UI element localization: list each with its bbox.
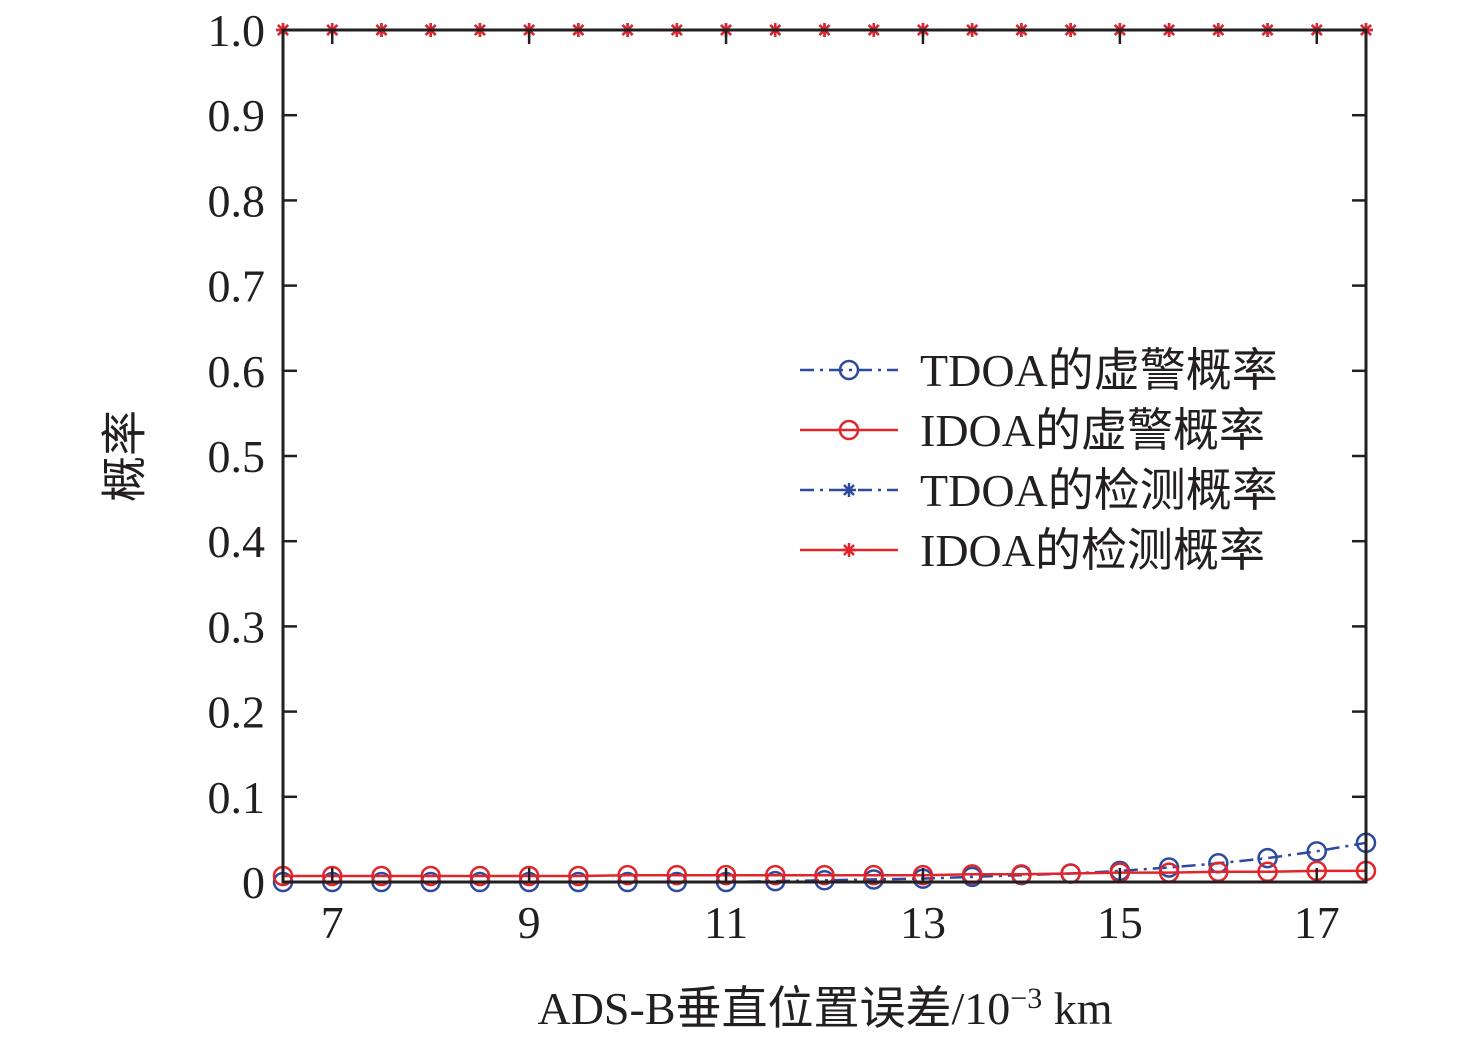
series-layer <box>272 23 1377 893</box>
y-tick-label: 0.5 <box>208 431 266 482</box>
y-tick-label: 0.2 <box>208 687 266 738</box>
data-point <box>1158 857 1180 878</box>
y-tick-label: 0.8 <box>208 175 266 226</box>
data-point <box>371 865 392 887</box>
data-point <box>420 865 441 887</box>
legend-item: TDOA的虚警概率 <box>800 345 1278 396</box>
x-axis-title-exponent: −3 <box>1010 982 1042 1015</box>
legend-label: IDOA的虚警概率 <box>920 405 1265 456</box>
y-axis-title: 概率 <box>100 410 151 502</box>
data-point <box>469 865 491 887</box>
data-point <box>617 864 638 886</box>
data-point <box>814 864 835 886</box>
legend: TDOA的虚警概率 IDOA的虚警概率 TDOA的检测概率 IDOA的检测概率 <box>800 345 1278 576</box>
data-point <box>912 864 934 886</box>
legend-item: IDOA的虚警概率 <box>800 405 1265 456</box>
x-tick-label: 15 <box>1097 897 1143 948</box>
legend-marker-stroke <box>843 544 855 556</box>
data-point <box>814 870 835 891</box>
y-tick-label: 1.0 <box>208 5 266 56</box>
x-axis: 7 9 11 13 15 17 <box>321 30 1340 948</box>
legend-marker <box>838 359 860 381</box>
data-point <box>765 864 786 886</box>
x-axis-title-main: ADS-B垂直位置误差/10 <box>537 983 1010 1034</box>
series-line <box>283 869 1366 878</box>
data-point <box>321 865 343 887</box>
legend-marker <box>838 419 860 441</box>
data-point <box>863 864 884 886</box>
y-tick-label: 0.7 <box>208 261 266 312</box>
x-tick-label: 17 <box>1294 897 1340 948</box>
x-axis-title-unit: km <box>1042 983 1113 1034</box>
x-tick-label: 13 <box>900 897 946 948</box>
y-axis: 0 0.1 0.2 0.3 0.4 0.5 0.6 0.7 0.8 0.9 1.0 <box>208 5 1366 908</box>
data-point <box>1306 841 1328 862</box>
legend-item: TDOA的检测概率 <box>800 465 1278 516</box>
legend-label: TDOA的虚警概率 <box>920 345 1278 396</box>
y-tick-label: 0.4 <box>208 516 266 567</box>
legend-item: IDOA的检测概率 <box>800 525 1265 576</box>
y-tick-label: 0.3 <box>208 601 266 652</box>
legend-marker-stroke <box>843 484 855 496</box>
data-point <box>518 865 540 887</box>
data-point <box>1257 847 1278 869</box>
x-tick-label: 7 <box>321 897 344 948</box>
data-point <box>666 864 688 886</box>
y-tick-label: 0 <box>242 857 265 908</box>
legend-marker <box>842 543 856 557</box>
plot-area-frame <box>281 28 1368 884</box>
y-tick-label: 0.1 <box>208 772 266 823</box>
legend-label: TDOA的检测概率 <box>920 465 1278 516</box>
legend-label: IDOA的检测概率 <box>920 525 1265 576</box>
x-tick-label: 11 <box>704 897 748 948</box>
y-tick-label: 0.6 <box>208 346 266 397</box>
data-point <box>568 865 589 887</box>
x-axis-title: ADS-B垂直位置误差/10−3 km <box>537 982 1112 1035</box>
x-tick-label: 9 <box>518 897 541 948</box>
data-point <box>715 864 737 886</box>
y-tick-label: 0.9 <box>208 90 266 141</box>
legend-marker <box>842 483 856 497</box>
